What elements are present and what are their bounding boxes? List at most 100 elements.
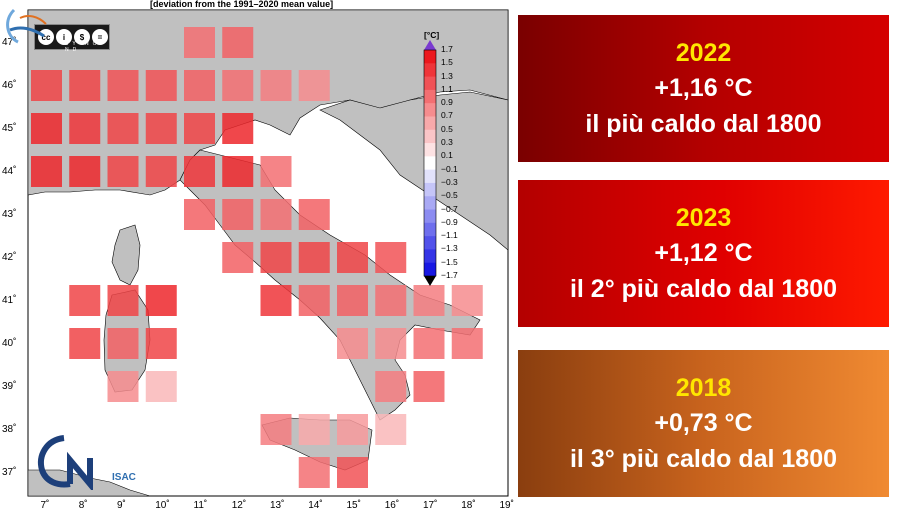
anomaly-cell xyxy=(222,70,254,101)
colorbar-segment xyxy=(424,169,436,184)
anomaly-cell xyxy=(451,328,483,359)
map-title: [deviation from the 1991–2020 mean value… xyxy=(150,0,334,9)
colorbar-min-arrow xyxy=(424,276,436,286)
card-rank: il 3° più caldo dal 1800 xyxy=(569,444,838,473)
anomaly-cell xyxy=(337,457,368,488)
card-year: 2022 xyxy=(675,38,732,67)
latitude-label: 44˚ xyxy=(2,165,17,177)
latitude-label: 39˚ xyxy=(2,380,17,392)
colorbar-tick-label: 0.9 xyxy=(441,97,453,108)
cc-license-badge: cc i $ = BY NC ND xyxy=(34,24,110,53)
colorbar-segment xyxy=(424,76,436,91)
colorbar xyxy=(423,40,437,286)
card-year: 2023 xyxy=(675,203,732,232)
anomaly-cell xyxy=(145,156,177,187)
anomaly-cell xyxy=(107,328,139,359)
anomaly-cell xyxy=(222,113,254,144)
colorbar-segment xyxy=(424,129,436,144)
colorbar-segment xyxy=(424,143,436,157)
nc-icon: $ xyxy=(74,29,90,45)
colorbar-segment xyxy=(424,249,436,264)
ranking-card-2: 2023 +1,12 °C il 2° più caldo dal 1800 xyxy=(518,180,889,327)
longitude-label: 16˚ xyxy=(384,500,400,511)
anomaly-cell xyxy=(375,285,407,316)
anomaly-cell xyxy=(298,70,330,101)
map-canvas xyxy=(27,9,509,497)
latitude-label: 38˚ xyxy=(2,423,17,435)
latitude-label: 45˚ xyxy=(2,122,17,134)
card-deviation: +1,12 °C xyxy=(654,238,753,267)
longitude-label: 17˚ xyxy=(423,500,438,511)
anomaly-cell xyxy=(69,70,101,101)
colorbar-tick-label: −1.7 xyxy=(441,270,458,280)
card-rank: il più caldo dal 1800 xyxy=(585,109,822,138)
anomaly-cell xyxy=(145,113,177,144)
anomaly-cell xyxy=(413,285,445,316)
anomaly-cell xyxy=(260,285,292,316)
card-year: 2018 xyxy=(675,373,732,402)
colorbar-tick-label: 1.7 xyxy=(441,44,453,54)
colorbar-tick-label: 1.5 xyxy=(441,57,453,68)
anomaly-cell xyxy=(260,242,292,273)
by-icon: i xyxy=(56,29,72,45)
anomaly-cell xyxy=(298,457,330,488)
colorbar-unit: [°C] xyxy=(424,30,440,40)
anomaly-cell xyxy=(451,285,483,316)
anomaly-cell xyxy=(222,156,254,187)
colorbar-tick-label: 0.1 xyxy=(441,150,453,161)
colorbar-tick-label: 0.3 xyxy=(441,137,453,148)
colorbar-tick-label: 1.1 xyxy=(441,83,453,94)
colorbar-segment xyxy=(424,236,436,250)
anomaly-cell xyxy=(260,156,292,187)
latitude-label: 47˚ xyxy=(2,36,17,48)
anomaly-cell xyxy=(107,70,139,101)
anomaly-cell xyxy=(31,70,62,101)
latitude-label: 37˚ xyxy=(2,466,17,478)
nd-icon: = xyxy=(92,29,108,45)
anomaly-grid xyxy=(31,27,483,488)
longitude-label: 12˚ xyxy=(231,500,247,511)
anomaly-cell xyxy=(107,285,139,316)
anomaly-cell xyxy=(145,328,177,359)
anomaly-cell xyxy=(69,328,101,359)
latitude-label: 46˚ xyxy=(2,79,17,91)
anomaly-cell xyxy=(375,371,407,402)
colorbar-frame xyxy=(423,49,437,277)
anomaly-cell xyxy=(298,199,330,230)
card-rank: il 2° più caldo dal 1800 xyxy=(569,274,838,303)
anomaly-cell xyxy=(69,156,101,187)
anomaly-cell xyxy=(375,414,407,445)
anomaly-cell xyxy=(184,156,215,187)
longitude-label: 13˚ xyxy=(270,500,285,511)
colorbar-segment xyxy=(424,156,436,171)
colorbar-segment xyxy=(424,89,436,104)
anomaly-cell xyxy=(337,328,368,359)
anomaly-cell xyxy=(222,242,254,273)
isac-logo-icon xyxy=(6,8,47,44)
latitude-label: 41˚ xyxy=(2,294,17,306)
latitude-label: 43˚ xyxy=(2,208,17,220)
anomaly-cell xyxy=(107,371,139,402)
colorbar-segment xyxy=(424,50,436,64)
longitude-label: 10˚ xyxy=(155,500,170,511)
anomaly-cell xyxy=(222,27,254,58)
colorbar-segment xyxy=(424,222,436,237)
cc-tags: BY NC ND xyxy=(65,41,101,53)
anomaly-cell xyxy=(145,371,177,402)
colorbar-tick-label: −1.3 xyxy=(441,243,458,254)
anomaly-cell xyxy=(413,371,445,402)
anomaly-cell xyxy=(222,199,254,230)
card-deviation: +0,73 °C xyxy=(654,408,753,437)
anomaly-cell xyxy=(145,285,177,316)
longitude-label: 11˚ xyxy=(193,500,208,511)
anomaly-cell xyxy=(31,113,62,144)
anomaly-cell xyxy=(184,199,215,230)
longitude-label: 8˚ xyxy=(78,500,88,511)
colorbar-segment xyxy=(424,262,436,277)
latitude-label: 42˚ xyxy=(2,251,17,263)
anomaly-cell xyxy=(337,242,368,273)
cnr-logo-icon xyxy=(38,435,93,490)
anomaly-cell xyxy=(260,199,292,230)
anomaly-cell xyxy=(31,156,62,187)
anomaly-cell xyxy=(184,27,215,58)
